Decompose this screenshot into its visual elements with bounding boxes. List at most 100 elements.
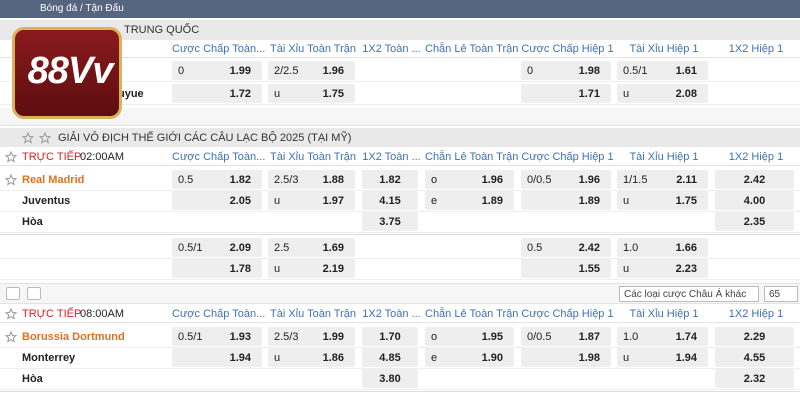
odds-cell[interactable] — [617, 61, 708, 80]
column-header: 1X2 Toàn ... — [362, 151, 421, 163]
odds-cell[interactable] — [362, 170, 418, 189]
odds-value: 1.55 — [578, 263, 600, 275]
odds-value: 1.97 — [322, 195, 344, 207]
handicap-line: u — [274, 263, 281, 275]
odds-cell[interactable] — [521, 84, 611, 103]
odds-cell[interactable] — [617, 327, 708, 346]
favorite-star[interactable] — [5, 308, 17, 320]
odds-cell[interactable] — [172, 327, 262, 346]
odds-value: 1.82 — [379, 174, 401, 186]
column-header: Cược Chấp Hiệp 1 — [521, 43, 614, 55]
odds-value: 1.75 — [675, 195, 697, 207]
odds-value: 2.42 — [743, 174, 766, 186]
odds-cell[interactable] — [425, 348, 514, 367]
handicap-line: o — [431, 174, 438, 186]
odds-cell[interactable] — [521, 191, 611, 210]
match-status: TRỰC TIẾP — [22, 308, 82, 320]
odds-cell[interactable] — [362, 369, 418, 388]
league-name: TRUNG QUỐC — [124, 24, 200, 36]
refresh-button[interactable] — [6, 287, 20, 300]
favorite-star[interactable] — [5, 331, 17, 343]
odds-cell[interactable] — [268, 348, 355, 367]
odds-cell[interactable] — [425, 327, 514, 346]
odds-cell[interactable] — [521, 327, 611, 346]
odds-cell[interactable] — [617, 348, 708, 367]
handicap-line: 0.5 — [178, 174, 194, 186]
odds-cell[interactable] — [268, 61, 355, 80]
odds-value: 2.09 — [229, 242, 251, 254]
odds-cell[interactable] — [362, 348, 418, 367]
odds-cell[interactable] — [617, 238, 708, 257]
handicap-line: 1/1.5 — [623, 174, 648, 186]
column-header: Cược Chấp Toàn... — [172, 151, 266, 163]
odds-cell[interactable] — [715, 327, 794, 346]
odds-value: 4.00 — [743, 195, 766, 207]
column-header: 1X2 Toàn ... — [362, 308, 421, 320]
favorite-star[interactable] — [5, 174, 17, 186]
match-time: 02:00AM — [80, 151, 125, 163]
favorite-star[interactable] — [5, 151, 17, 163]
row-divider — [0, 368, 800, 369]
handicap-line: 2.5 — [274, 242, 290, 254]
handicap-line: e — [431, 195, 438, 207]
handicap-line: 0 — [178, 65, 185, 77]
team-name: Borussia Dortmund — [22, 331, 125, 343]
row-divider — [0, 104, 800, 105]
odds-value: 1.96 — [481, 174, 503, 186]
odds-cell[interactable] — [172, 238, 262, 257]
handicap-line: 0.5/1 — [178, 242, 203, 254]
odds-cell[interactable] — [715, 212, 794, 231]
odds-cell[interactable] — [521, 238, 611, 257]
column-header: Chẵn Lẻ Toàn Trận — [425, 43, 519, 55]
odds-value: 4.15 — [379, 195, 401, 207]
odds-cell[interactable] — [362, 191, 418, 210]
odds-cell[interactable] — [521, 259, 611, 278]
favorite-star[interactable] — [22, 132, 34, 144]
odds-cell[interactable] — [172, 191, 262, 210]
column-header: 1X2 Hiệp 1 — [728, 151, 784, 163]
odds-cell[interactable] — [715, 348, 794, 367]
column-header: 1X2 Toàn ... — [362, 43, 421, 55]
odds-cell[interactable] — [617, 84, 708, 103]
handicap-line: 0.5 — [527, 242, 543, 254]
odds-cell[interactable] — [617, 191, 708, 210]
odds-cell[interactable] — [268, 327, 355, 346]
odds-value: 1.86 — [322, 352, 344, 364]
odds-value: 1.82 — [229, 174, 251, 186]
odds-cell[interactable] — [268, 238, 355, 257]
tool-strip — [0, 108, 800, 126]
odds-cell[interactable] — [715, 170, 794, 189]
odds-cell[interactable] — [521, 348, 611, 367]
odds-cell[interactable] — [172, 170, 262, 189]
stats-button[interactable] — [27, 287, 41, 300]
favorite-star[interactable] — [39, 132, 51, 144]
column-header: Cược Chấp Toàn... — [172, 43, 266, 55]
count-dropdown[interactable]: 65 — [764, 286, 798, 302]
odds-cell[interactable] — [521, 61, 611, 80]
odds-cell[interactable] — [268, 170, 355, 189]
odds-cell[interactable] — [521, 170, 611, 189]
row-divider — [0, 190, 800, 191]
odds-value: 1.96 — [578, 174, 600, 186]
odds-cell[interactable] — [617, 170, 708, 189]
odds-value: 1.70 — [379, 331, 401, 343]
odds-cell[interactable] — [172, 84, 262, 103]
odds-cell[interactable] — [425, 191, 514, 210]
market-dropdown[interactable]: Các loại cược Châu Á khác — [619, 286, 759, 302]
team-name: Hòa — [22, 216, 43, 228]
odds-cell[interactable] — [172, 259, 262, 278]
row-divider — [0, 258, 800, 259]
odds-cell[interactable] — [362, 327, 418, 346]
odds-cell[interactable] — [268, 84, 355, 103]
odds-cell[interactable] — [617, 259, 708, 278]
odds-cell[interactable] — [425, 170, 514, 189]
odds-value: 4.55 — [743, 352, 766, 364]
odds-cell[interactable] — [362, 212, 418, 231]
odds-cell[interactable] — [172, 348, 262, 367]
odds-cell[interactable] — [268, 259, 355, 278]
odds-cell[interactable] — [715, 369, 794, 388]
odds-cell[interactable] — [268, 191, 355, 210]
odds-cell[interactable] — [715, 191, 794, 210]
odds-cell[interactable] — [172, 61, 262, 80]
handicap-line: 1.0 — [623, 331, 639, 343]
